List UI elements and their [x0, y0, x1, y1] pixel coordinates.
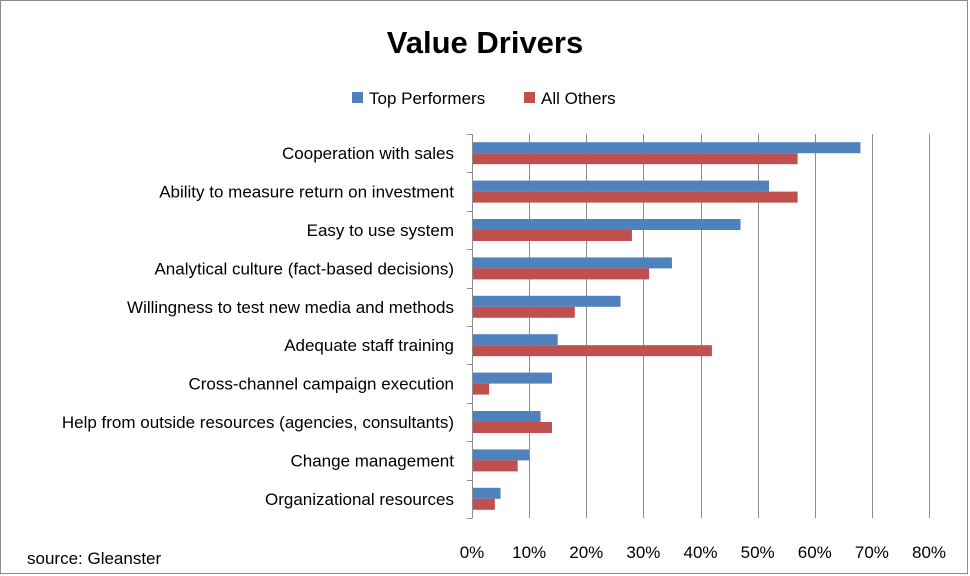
bars: [473, 142, 861, 510]
bar-all-others: [473, 422, 552, 433]
category-label: Easy to use system: [307, 221, 454, 240]
x-tick-labels: 0% 10% 20% 30% 40% 50% 60% 70% 80%: [460, 543, 946, 562]
bar-top-performers: [473, 411, 541, 422]
category-labels: Cooperation with sales Ability to measure…: [62, 144, 454, 509]
x-tick-label: 70%: [855, 543, 889, 562]
x-tick-label: 80%: [912, 543, 946, 562]
bar-top-performers: [473, 487, 501, 499]
category-label: Cooperation with sales: [282, 144, 454, 163]
bar-top-performers: [473, 372, 552, 384]
bar-all-others: [473, 383, 490, 395]
category-label: Cross-channel campaign execution: [188, 375, 454, 394]
x-tick-label: 50%: [741, 543, 775, 562]
category-label: Ability to measure return on investment: [159, 183, 454, 202]
legend-swatch: [524, 92, 535, 103]
legend-label: Top Performers: [369, 89, 485, 108]
bar-top-performers: [473, 142, 861, 154]
bar-top-performers: [473, 449, 530, 461]
bar-all-others: [473, 230, 632, 241]
bar-all-others: [473, 153, 798, 165]
category-label: Willingness to test new media and method…: [127, 298, 454, 317]
bar-all-others: [473, 306, 575, 318]
x-tick-label: 30%: [626, 543, 660, 562]
x-tick-label: 60%: [798, 543, 832, 562]
bar-top-performers: [473, 295, 621, 307]
bar-all-others: [473, 191, 798, 203]
bar-all-others: [473, 460, 518, 472]
bar-all-others: [473, 345, 712, 357]
category-label: Adequate staff training: [284, 336, 454, 355]
legend-label: All Others: [541, 89, 616, 108]
legend: Top Performers All Others: [352, 89, 616, 108]
x-tick-label: 20%: [569, 543, 603, 562]
category-label: Help from outside resources (agencies, c…: [62, 413, 454, 432]
category-label: Analytical culture (fact-based decisions…: [154, 259, 454, 278]
category-label: Organizational resources: [265, 490, 454, 509]
x-tick-label: 40%: [683, 543, 717, 562]
bar-top-performers: [473, 219, 741, 230]
bar-top-performers: [473, 334, 558, 346]
chart-title: Value Drivers: [387, 25, 583, 60]
legend-swatch: [352, 92, 363, 103]
category-label: Change management: [290, 451, 454, 470]
x-tick-label: 10%: [512, 543, 546, 562]
bar-all-others: [473, 268, 650, 280]
bar-all-others: [473, 498, 495, 510]
x-tick-label: 0%: [460, 543, 485, 562]
source-note: source: Gleanster: [27, 549, 162, 568]
bar-top-performers: [473, 257, 672, 269]
bar-top-performers: [473, 180, 770, 192]
